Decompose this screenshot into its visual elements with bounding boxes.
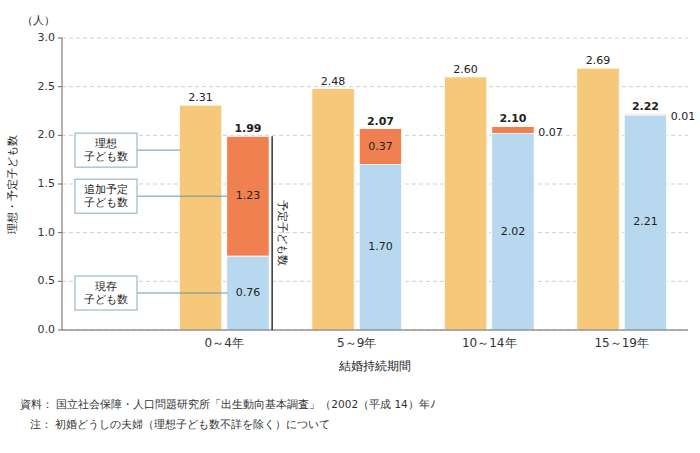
bar bbox=[227, 136, 269, 256]
annotation-line bbox=[137, 293, 228, 294]
y-tick bbox=[58, 86, 62, 87]
data-label: 2.60 bbox=[453, 63, 478, 76]
y-tick-label: 2.5 bbox=[38, 80, 56, 93]
total-label: 2.07 bbox=[367, 115, 394, 128]
y-tick-label: 1.0 bbox=[38, 226, 56, 239]
bracket-line bbox=[271, 136, 273, 330]
y-tick bbox=[58, 232, 62, 233]
data-label: 0.76 bbox=[236, 286, 261, 299]
bar bbox=[179, 105, 221, 330]
y-axis-line bbox=[62, 38, 63, 330]
annotation-line-text: 子ども数 bbox=[84, 293, 128, 306]
x-tick-label: 10～14年 bbox=[462, 336, 517, 350]
y-tick bbox=[58, 135, 62, 136]
data-label: 0.01 bbox=[671, 110, 696, 123]
bar bbox=[444, 77, 486, 330]
x-tick-label: 5～9年 bbox=[337, 336, 376, 350]
annotation-line-text: 理想 bbox=[95, 137, 117, 150]
y-unit-label: （人） bbox=[22, 14, 55, 27]
bar bbox=[577, 68, 619, 330]
grid bbox=[62, 38, 688, 330]
bar bbox=[359, 165, 401, 330]
bar bbox=[359, 129, 401, 165]
data-label: 2.48 bbox=[321, 75, 346, 88]
y-tick bbox=[58, 184, 62, 185]
data-label: 2.31 bbox=[188, 91, 213, 104]
x-tick-label: 0～4年 bbox=[205, 336, 244, 350]
annotation-line-text: 追加予定 bbox=[84, 183, 128, 196]
annotation-box bbox=[75, 179, 137, 213]
chart: 0.0 0.5 1.0 1.5 2.0 2.5 3.0 2.31 0.76 1.23 2.48 1.7… bbox=[0, 0, 700, 453]
data-label: 0.07 bbox=[538, 126, 563, 139]
x-axis-title: 結婚持続期間 bbox=[338, 359, 411, 373]
total-label: 2.22 bbox=[632, 100, 659, 113]
data-label: 0.37 bbox=[368, 140, 393, 153]
annotation-line-text: 子ども数 bbox=[84, 150, 128, 163]
bar bbox=[492, 127, 534, 134]
annotation-box bbox=[75, 276, 137, 310]
y-tick-label: 0.5 bbox=[38, 274, 56, 287]
y-tick-label: 0.0 bbox=[38, 323, 56, 336]
note: 注： 初婚どうしの夫婦（理想子ども数不詳を除く）について bbox=[20, 418, 330, 431]
annotation-line-text: 子ども数 bbox=[84, 196, 128, 209]
annotation-line-text: 現存 bbox=[95, 280, 117, 293]
y-tick-label: 2.0 bbox=[38, 128, 56, 141]
y-tick bbox=[58, 281, 62, 282]
data-label: 1.23 bbox=[236, 189, 261, 202]
annotation-line bbox=[137, 196, 228, 197]
bar bbox=[624, 113, 666, 115]
annotation: 追加予定子ども数 bbox=[84, 183, 128, 209]
source: 資料： 国立社会保障・人口問題研究所「出生動向基本調査」（2002（平成 14）… bbox=[20, 398, 436, 410]
y-axis-title: 理想・予定子ども数 bbox=[6, 135, 19, 234]
annotation-line bbox=[137, 150, 180, 151]
chart-container: 0.0 0.5 1.0 1.5 2.0 2.5 3.0 2.31 0.76 1.23 2.48 1.7… bbox=[0, 0, 700, 453]
grid-line bbox=[62, 330, 688, 331]
grid-line bbox=[62, 38, 688, 39]
bar bbox=[312, 89, 354, 330]
y-tick-label: 1.5 bbox=[38, 177, 56, 190]
bar bbox=[624, 115, 666, 330]
annotation: 予定子ども数 bbox=[276, 200, 289, 266]
annotation: 理想子ども数 bbox=[84, 137, 128, 163]
total-label: 2.10 bbox=[499, 112, 526, 125]
annotation: 現存子ども数 bbox=[84, 280, 128, 306]
y-axis: 0.0 0.5 1.0 1.5 2.0 2.5 3.0 bbox=[38, 31, 63, 336]
y-tick bbox=[58, 38, 62, 39]
x-tick-label: 15～19年 bbox=[594, 336, 649, 350]
annotations: 理想子ども数追加予定子ども数現存子ども数予定子ども数 bbox=[75, 133, 289, 330]
bar bbox=[492, 133, 534, 330]
x-axis: 0～4年 5～9年 10～14年 15～19年 bbox=[62, 330, 688, 350]
data-label: 2.21 bbox=[633, 215, 658, 228]
total-label: 1.99 bbox=[234, 122, 261, 135]
y-tick-label: 3.0 bbox=[38, 31, 56, 44]
annotation-box bbox=[75, 133, 137, 167]
bar bbox=[227, 256, 269, 330]
y-tick bbox=[58, 330, 62, 331]
data-label: 2.69 bbox=[586, 54, 611, 67]
data-label: 1.70 bbox=[368, 240, 393, 253]
data-label: 2.02 bbox=[501, 225, 526, 238]
bars bbox=[179, 68, 666, 330]
data-labels: 2.31 0.76 1.23 2.48 1.70 0.37 2.60 2.02 0.07 2.69… bbox=[188, 54, 695, 299]
x-axis-line bbox=[62, 330, 688, 331]
